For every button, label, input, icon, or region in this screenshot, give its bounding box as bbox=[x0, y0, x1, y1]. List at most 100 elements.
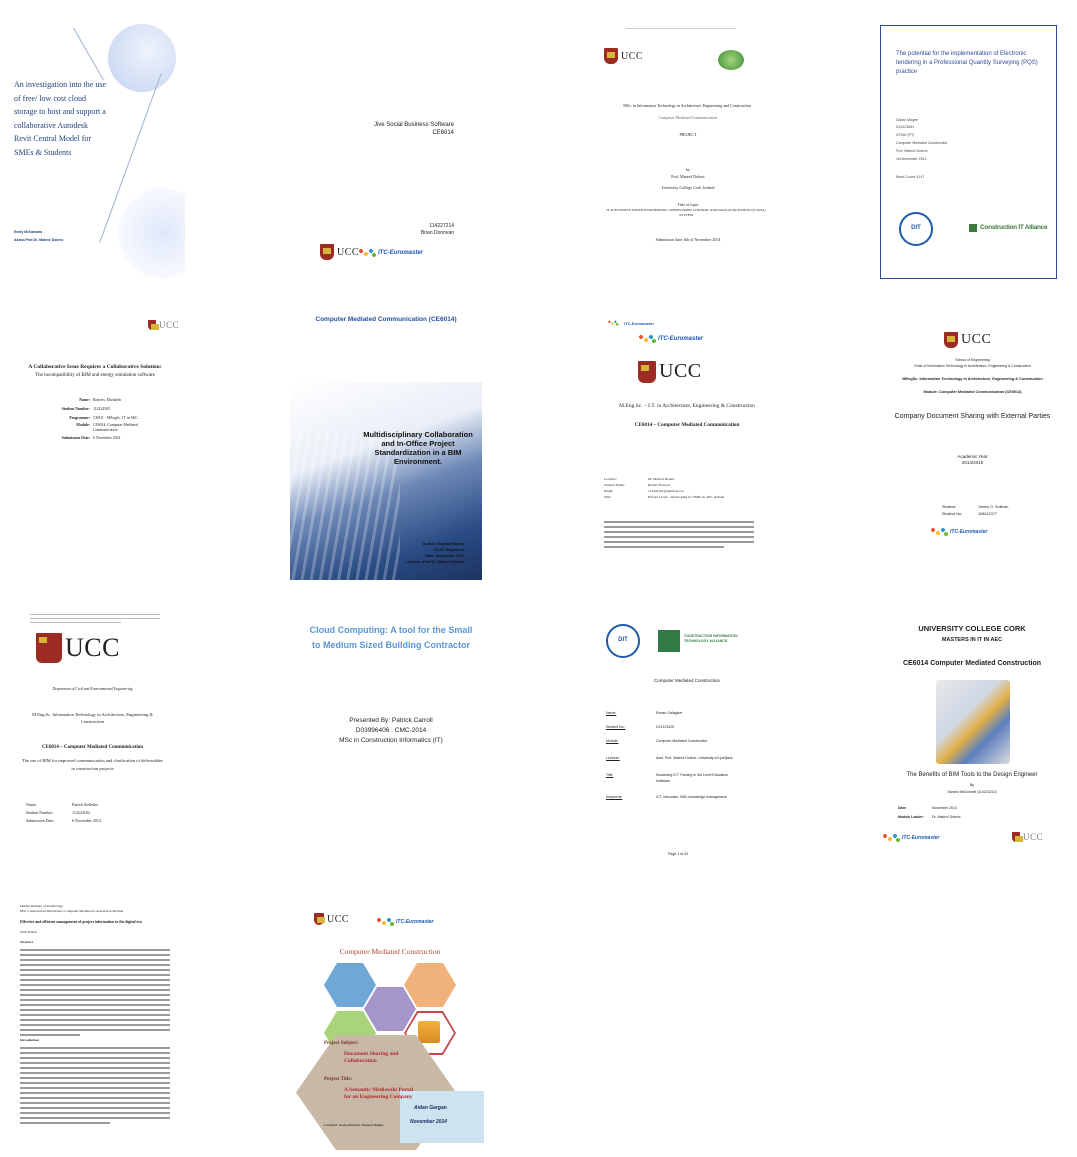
field-label: Submission Date: bbox=[26, 818, 55, 823]
cover-project-information[interactable]: Dublin Institute of Technology MSc Const… bbox=[12, 898, 182, 1148]
type: PROJECT bbox=[679, 132, 697, 137]
student-label: Student: bbox=[942, 505, 957, 509]
field-label: Keywords: bbox=[606, 795, 623, 799]
module-title: Computer Mediated Construction bbox=[653, 678, 721, 683]
cover-etendering[interactable]: The potential for the implementation of … bbox=[880, 25, 1057, 279]
leader: Dr. Matevž Dolenc bbox=[932, 815, 961, 819]
field-label: Student No.: bbox=[606, 725, 626, 729]
lecturer: Prof. Matevž Dolenc bbox=[896, 149, 928, 153]
building-glass bbox=[290, 432, 400, 580]
student-id: 114227214 bbox=[429, 223, 454, 229]
date: November 2014 bbox=[410, 1119, 447, 1125]
ucc-logo: UCC bbox=[314, 913, 349, 925]
module: CE6014 Computer Mediated Construction bbox=[902, 660, 1042, 667]
details: Name: Roberts, Elizabeth Student Number:… bbox=[40, 396, 160, 444]
course: MASTERS IN IT IN AEC bbox=[941, 637, 1003, 643]
cover-bim-energy[interactable]: UCC A Collaborative Issue Requires a Col… bbox=[0, 312, 185, 572]
itc-wordmark: ITC-Euromaster bbox=[396, 919, 434, 925]
ucc-crest-icon bbox=[314, 913, 325, 925]
author: Aidan Gargan bbox=[414, 1105, 447, 1111]
field-value: 114224102 bbox=[72, 810, 90, 815]
submission-date: Submission date: 6th of November 2014 bbox=[655, 237, 721, 242]
ucc-wordmark: UCC bbox=[159, 320, 180, 330]
date: Date: November 2014 bbox=[425, 554, 464, 558]
university: University College Cork, Ireland bbox=[661, 185, 715, 190]
module: CE6014 – Computer Mediated Communication bbox=[634, 422, 740, 428]
author: Sandra McDonnell (114224212) bbox=[947, 790, 997, 794]
field-label: Title: bbox=[606, 773, 614, 777]
building-photo bbox=[290, 382, 482, 580]
cover-scada[interactable]: UCC MSc. in Information Technology in Ar… bbox=[598, 18, 776, 278]
student-no-label: Student No: bbox=[942, 512, 963, 516]
by-label: by bbox=[686, 167, 690, 172]
cover-semantic-mediawiki[interactable]: UCC ITC-Euromaster Computer Mediated Con… bbox=[296, 905, 484, 1150]
cita-icon bbox=[969, 224, 977, 232]
cover-revit-cloud[interactable]: An investigation into the use of free/ l… bbox=[0, 18, 185, 278]
university: UNIVERSITY COLLEGE CORK bbox=[918, 624, 1026, 633]
dit-logo: DIT bbox=[899, 212, 933, 246]
ucc-crest-icon bbox=[638, 360, 656, 383]
course: M.Eng.Sc. Information Technology in Arch… bbox=[32, 712, 153, 724]
cover-bim-tools[interactable]: UNIVERSITY COLLEGE CORK MASTERS IN IT IN… bbox=[872, 620, 1072, 860]
hex-blue bbox=[324, 963, 376, 1007]
cover-multidisciplinary[interactable]: Computer Mediated Communication (CE6014)… bbox=[290, 312, 482, 580]
cover-title: The potential for the implementation of … bbox=[896, 51, 1038, 75]
field-value: Computer Mediated Construction bbox=[656, 739, 708, 743]
school: School of Engineering bbox=[955, 358, 990, 362]
abstract-body bbox=[20, 946, 170, 1039]
course: MSc in Construction Informatics (IT) bbox=[339, 737, 443, 744]
ucc-wordmark: UCC bbox=[65, 633, 120, 662]
field-value: Dr. Matevž Dolenc bbox=[648, 477, 675, 481]
field-value: Patrick Kelleher bbox=[72, 802, 99, 807]
dit-logo: DIT bbox=[606, 624, 640, 658]
ucc-wordmark: UCC bbox=[961, 332, 992, 347]
presented-by: Presented By: Patrick Carroll bbox=[349, 717, 433, 724]
cover-jive[interactable]: Jive Social Business Software CE6014 114… bbox=[300, 18, 482, 278]
ucc-wordmark: UCC bbox=[337, 246, 360, 258]
intro-body bbox=[20, 1044, 170, 1127]
student-ids: D03996406 CMC-2014 bbox=[355, 727, 427, 734]
itc-logo-small: ITC-Euromaster bbox=[604, 318, 654, 328]
itc-wordmark: ITC-Euromaster bbox=[624, 320, 655, 326]
author: Author: Eoghan Morris bbox=[422, 542, 464, 546]
field-value: Private Cloud – Developing for SMEs in A… bbox=[648, 495, 725, 499]
cover-private-cloud[interactable]: ITC-Euromaster ITC-Euromaster UCC M.Eng.… bbox=[598, 312, 776, 572]
word-count: Word Count: 4147 bbox=[896, 175, 925, 179]
cover-title: The Benefits of BIM Tools to the Design … bbox=[906, 772, 1038, 778]
cover-bim-deliverables[interactable]: UCC Department of Civil and Environmenta… bbox=[0, 605, 185, 865]
lecturer: Lecturer: Assist.Prof.Dr. Matevž Dolenc bbox=[324, 1123, 384, 1127]
abstract-heading: Abstract bbox=[20, 940, 34, 944]
cover-cloud-computing[interactable]: Cloud Computing: A tool for the Small to… bbox=[300, 605, 482, 865]
module-code: CE6014 bbox=[432, 130, 454, 136]
ucc-wordmark: UCC bbox=[1023, 832, 1044, 842]
cover-title: Multidisciplinary Collaboration and In-O… bbox=[363, 430, 473, 466]
module: Computer Mediated Construction bbox=[896, 141, 948, 145]
header-title: Computer Mediated Communication (CE6014) bbox=[315, 316, 457, 323]
itc-dots-icon bbox=[607, 320, 619, 326]
field-value: CK811 - MEngSc. IT in AEC bbox=[93, 416, 138, 420]
field-value: Robert Howard bbox=[648, 483, 670, 487]
cover-ict-training[interactable]: DIT CONSTRUCTION INFORMATION TECHNOLOGY … bbox=[598, 620, 776, 865]
itc-wordmark: ITC-Euromaster bbox=[950, 529, 988, 535]
by-label: By bbox=[969, 783, 975, 787]
field-value: 6 November 2014 bbox=[93, 436, 121, 440]
field-value: CE6014, Computer Mediated Communication bbox=[93, 423, 138, 432]
cover-title: Computer Mediated Construction bbox=[339, 947, 441, 956]
module: Module: Computer Mediated Communication … bbox=[923, 390, 1022, 394]
cover-document-sharing[interactable]: UCC School of Engineering Chair of Infor… bbox=[880, 312, 1065, 572]
supervisor: Assist.Prof.Dr. Matevž Dolenc bbox=[14, 238, 64, 242]
ucc-crest-icon bbox=[36, 633, 62, 663]
field-label: Title: bbox=[604, 495, 612, 499]
subject-label: Project Subject: bbox=[324, 1041, 359, 1046]
ucc-logo: UCC bbox=[1012, 832, 1043, 842]
ucc-logo: UCC bbox=[320, 244, 359, 260]
field-value: 6 November 2014 bbox=[72, 818, 101, 823]
course: MEngSc. Information Technology in Archit… bbox=[902, 377, 1043, 381]
lecturer: Lecturer: Prof.Dr. Matevž Dolenc bbox=[405, 560, 464, 564]
ucc-logo: UCC bbox=[148, 320, 179, 330]
ucc-crest-icon bbox=[320, 244, 334, 260]
header-text bbox=[30, 611, 160, 626]
module: CE6014 – Computer Mediated Communication bbox=[41, 745, 143, 750]
project-title: A Semantic Mediawiki Portal for an Engin… bbox=[344, 1087, 414, 1100]
details: Lecturer: Dr. Matevž Dolenc Student Name… bbox=[604, 476, 774, 500]
